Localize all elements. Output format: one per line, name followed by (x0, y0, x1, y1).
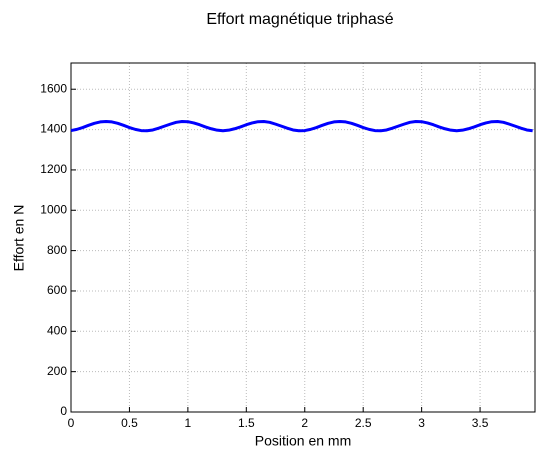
y-tick-label: 600 (47, 283, 67, 297)
x-tick-label: 0.5 (121, 416, 138, 430)
x-tick-label: 1.5 (238, 416, 255, 430)
y-tick-label: 200 (47, 364, 67, 378)
data-line (70, 120, 533, 133)
y-tick-label: 1000 (40, 202, 67, 216)
y-tick-label: 0 (60, 404, 67, 418)
x-tick-label: 3.5 (472, 416, 489, 430)
y-axis-label: Effort en N (11, 205, 27, 272)
x-tick-label: 1 (185, 416, 192, 430)
x-tick-label: 0 (68, 416, 75, 430)
y-tick-label: 1600 (40, 81, 67, 95)
x-tick-label: 2 (301, 416, 308, 430)
x-axis-label: Position en mm (255, 433, 351, 449)
y-tick-label: 800 (47, 243, 67, 257)
plot-frame (70, 62, 536, 413)
x-tick-label: 2.5 (355, 416, 372, 430)
y-tick-label: 400 (47, 323, 67, 337)
x-tick-label: 3 (418, 416, 425, 430)
chart-title: Effort magnétique triphasé (206, 11, 393, 28)
y-tick-label: 1200 (40, 162, 67, 176)
y-tick-label: 1400 (40, 122, 67, 136)
